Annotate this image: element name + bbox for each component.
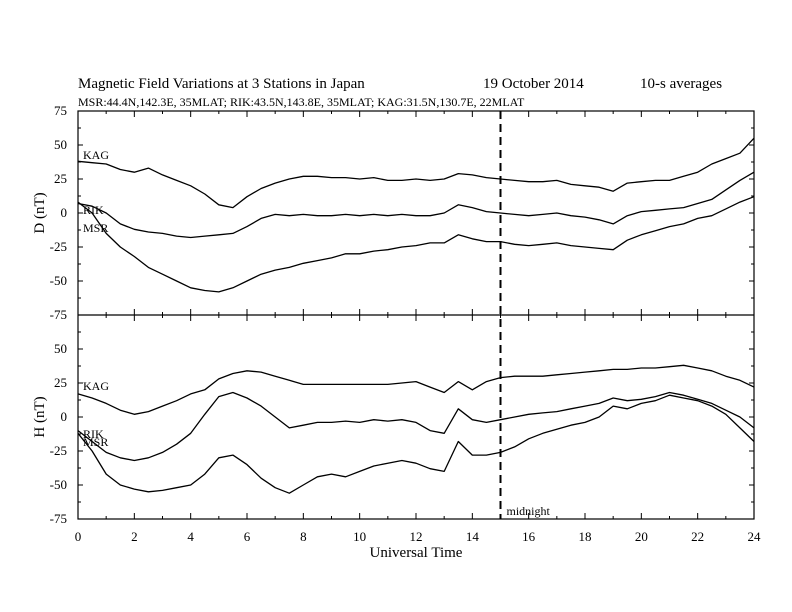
x-axis-ticks: 0 2 4 6 8 10 12 14 16 18 20 22 24: [75, 529, 761, 544]
chart-title: Magnetic Field Variations at 3 Stations …: [78, 76, 365, 92]
y-tick-label: -75: [50, 307, 67, 322]
y-tick-label: 75: [54, 103, 67, 118]
y-tick-label: -25: [50, 239, 67, 254]
panel-h-label-kag: KAG: [83, 379, 109, 393]
x-tick-label: 14: [466, 529, 480, 544]
panel-d-label-msr: MSR: [83, 221, 108, 235]
y-tick-label: -75: [50, 511, 67, 526]
x-tick-label: 0: [75, 529, 82, 544]
y-tick-label: 50: [54, 137, 67, 152]
x-tick-label: 16: [522, 529, 536, 544]
x-tick-label: 12: [410, 529, 423, 544]
panel-h-series-rik: [77, 391, 755, 462]
chart-averaging: 10-s averages: [640, 76, 722, 92]
panel-d-y-label: D (nT): [32, 192, 48, 233]
x-tick-label: 10: [353, 529, 366, 544]
panel-d-y-ticks: 75 50 25 0 -25 -50 -75: [50, 103, 754, 322]
panel-d-label-rik: RIK: [83, 203, 104, 217]
x-tick-label: 22: [691, 529, 704, 544]
y-tick-label: 0: [61, 409, 68, 424]
panel-d-series-msr: [77, 196, 755, 293]
x-tick-label: 4: [187, 529, 194, 544]
panel-h-y-ticks: 50 25 0 -25 -50 -75: [50, 314, 754, 526]
y-tick-label: 50: [54, 341, 67, 356]
chart-date: 19 October 2014: [483, 76, 584, 92]
x-tick-label: 24: [748, 529, 762, 544]
panel-h-series-msr: [77, 394, 755, 494]
x-tick-label: 6: [244, 529, 251, 544]
y-tick-label: -50: [50, 273, 67, 288]
panel-d: 75 50 25 0 -25 -50 -75 D (nT) KAG RIK MSR: [32, 103, 755, 322]
panel-d-series-rik: [77, 171, 755, 239]
y-tick-label: -25: [50, 443, 67, 458]
panel-d-series-kag: [77, 137, 755, 209]
y-tick-label: -50: [50, 477, 67, 492]
x-tick-label: 20: [635, 529, 648, 544]
panel-d-label-kag: KAG: [83, 148, 109, 162]
panel-h-y-label: H (nT): [32, 396, 48, 437]
x-tick-label: 2: [131, 529, 138, 544]
station-info: MSR:44.4N,142.3E, 35MLAT; RIK:43.5N,143.…: [78, 95, 525, 109]
y-tick-label: 25: [54, 171, 67, 186]
x-axis-label: Universal Time: [370, 545, 463, 561]
panel-h-label-msr: MSR: [83, 435, 108, 449]
panel-h-series-kag: [77, 364, 755, 415]
y-tick-label: 25: [54, 375, 67, 390]
panel-h-label-rik: RIK: [83, 427, 104, 441]
midnight-label: midnight: [507, 504, 551, 518]
y-tick-label: 0: [61, 205, 68, 220]
x-tick-label: 8: [300, 529, 307, 544]
x-tick-label: 18: [579, 529, 592, 544]
